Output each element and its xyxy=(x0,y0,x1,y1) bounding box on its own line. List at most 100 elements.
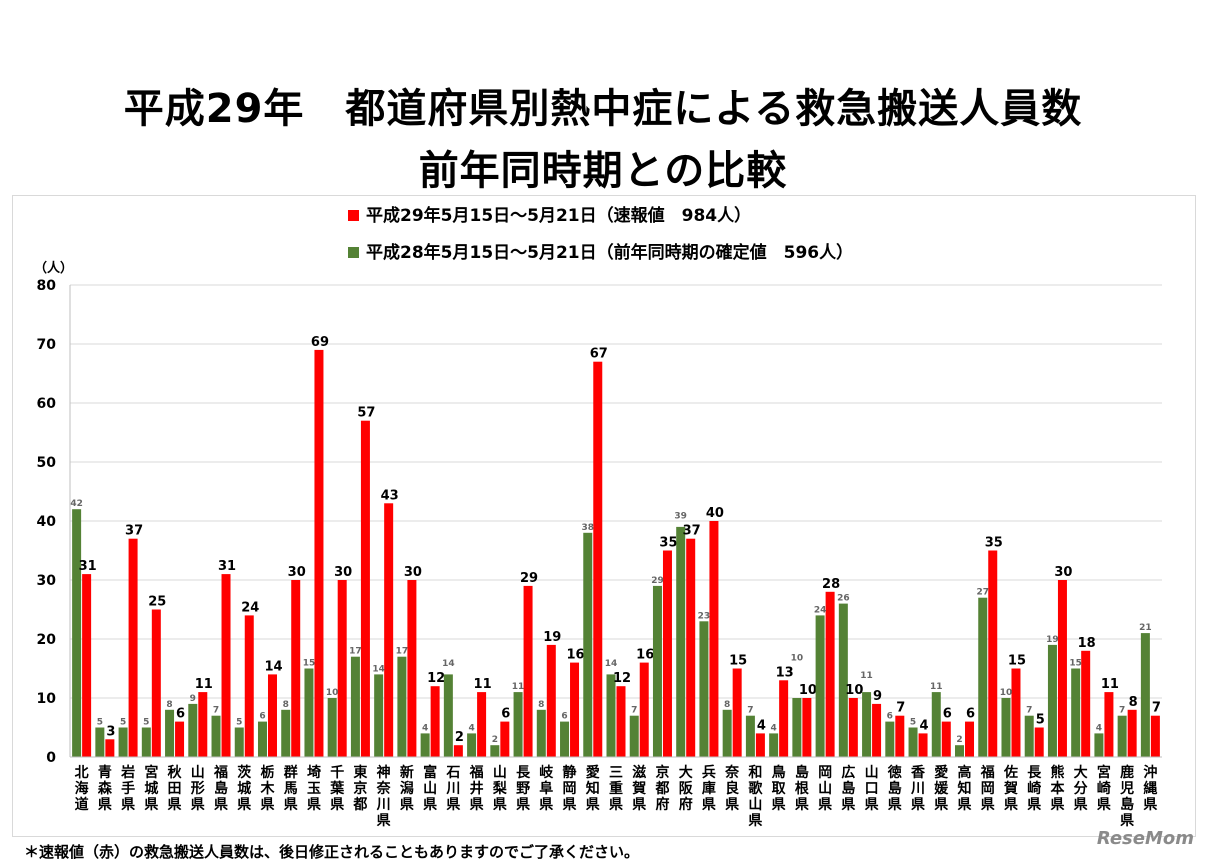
data-label-current: 31 xyxy=(218,559,236,574)
data-label-previous: 6 xyxy=(561,712,567,722)
bar-current xyxy=(523,585,533,757)
bar-current xyxy=(82,574,92,757)
bar-previous xyxy=(374,674,384,757)
chart-title-line2: 前年同時期との比較 xyxy=(418,148,788,194)
data-label-previous: 8 xyxy=(724,700,730,710)
bar-current xyxy=(1127,709,1137,757)
bar-current xyxy=(662,550,672,757)
bar-current xyxy=(314,349,324,757)
data-label-current: 4 xyxy=(757,718,766,733)
y-tick-label: 10 xyxy=(37,691,57,707)
bar-current xyxy=(384,503,394,757)
bar-previous xyxy=(699,621,709,757)
x-tick-label: 山口県 xyxy=(865,765,879,813)
data-label-previous: 10 xyxy=(326,688,339,698)
data-label-current: 4 xyxy=(920,718,929,733)
bar-current xyxy=(1104,692,1114,757)
x-tick-label: 鳥取県 xyxy=(772,764,787,813)
data-label-previous: 17 xyxy=(396,647,409,657)
bar-current xyxy=(988,550,998,757)
bar-previous xyxy=(188,703,198,757)
x-tick-label: 石川県 xyxy=(445,765,460,813)
data-label-previous: 21 xyxy=(1139,623,1152,633)
data-label-current: 8 xyxy=(1129,695,1138,710)
data-label-current: 30 xyxy=(288,565,306,580)
data-label-previous: 5 xyxy=(120,718,126,728)
data-label-previous: 9 xyxy=(190,694,196,704)
x-tick-label: 茨城県 xyxy=(237,764,251,813)
bar-previous xyxy=(1117,715,1127,757)
data-label-current: 10 xyxy=(799,683,817,698)
data-label-current: 40 xyxy=(706,506,724,521)
logo: ReseMom xyxy=(1096,828,1194,849)
data-label-current: 57 xyxy=(357,406,375,421)
bar-previous xyxy=(1024,715,1034,757)
y-tick-label: 40 xyxy=(37,514,57,530)
data-label-previous: 5 xyxy=(143,718,149,728)
x-tick-label: 大分県 xyxy=(1074,764,1088,813)
bar-current xyxy=(500,721,510,757)
chart-title-line1: 平成29年 都道府県別熱中症による救急搬送人員数 xyxy=(123,86,1083,132)
data-label-current: 30 xyxy=(1054,565,1072,580)
legend-label: 平成29年5月15日～5月21日（速報値 984人） xyxy=(366,205,751,226)
bar-current xyxy=(175,721,185,757)
bar-current xyxy=(872,703,882,757)
chart-frame xyxy=(12,195,1196,837)
bar-current xyxy=(1057,580,1067,757)
bar-current xyxy=(1150,715,1160,757)
bar-previous xyxy=(257,721,267,757)
data-label-previous: 17 xyxy=(349,647,362,657)
data-label-current: 69 xyxy=(311,335,329,350)
data-label-previous: 42 xyxy=(70,499,83,509)
data-label-current: 11 xyxy=(1101,677,1119,692)
bar-current xyxy=(848,698,858,757)
data-label-previous: 11 xyxy=(930,682,943,692)
data-label-previous: 6 xyxy=(259,712,265,722)
data-label-current: 67 xyxy=(590,347,608,362)
x-tick-label: 和歌山県 xyxy=(748,765,763,829)
x-tick-label: 東京都 xyxy=(352,764,367,813)
bar-current xyxy=(360,420,370,757)
x-tick-label: 静岡県 xyxy=(563,764,577,813)
x-tick-label: 神奈川県 xyxy=(376,764,392,829)
bar-previous xyxy=(862,692,872,757)
bar-previous xyxy=(745,715,755,757)
data-label-current: 14 xyxy=(264,659,282,674)
x-tick-label: 鹿児島県 xyxy=(1119,764,1134,829)
bar-current xyxy=(639,662,649,757)
bar-current xyxy=(686,538,696,757)
bar-current xyxy=(1011,668,1021,757)
footnote: ＊速報値（赤）の救急搬送人員数は、後日修正されることもありますのでご了承ください… xyxy=(24,843,640,861)
x-tick-label: 広島県 xyxy=(841,764,855,813)
bar-current xyxy=(128,538,138,757)
data-label-current: 3 xyxy=(106,724,115,739)
bar-previous xyxy=(327,698,337,757)
bar-current xyxy=(151,609,161,757)
data-label-current: 18 xyxy=(1078,636,1096,651)
data-label-current: 35 xyxy=(659,536,677,551)
bar-previous xyxy=(1047,644,1057,757)
bar-previous xyxy=(141,727,151,757)
data-label-previous: 7 xyxy=(747,706,753,716)
legend-swatch xyxy=(348,247,359,258)
data-label-previous: 5 xyxy=(97,718,103,728)
x-tick-label: 大阪府 xyxy=(679,764,694,813)
bar-previous xyxy=(931,692,941,757)
x-tick-label: 愛知県 xyxy=(586,764,600,813)
data-label-current: 6 xyxy=(966,707,975,722)
x-tick-label: 群馬県 xyxy=(283,764,298,813)
bar-previous xyxy=(560,721,570,757)
data-label-current: 37 xyxy=(683,524,701,539)
x-tick-label: 北海道 xyxy=(75,765,89,813)
bar-previous xyxy=(443,674,453,757)
data-label-previous: 10 xyxy=(791,653,804,663)
bar-previous xyxy=(420,733,430,757)
data-label-current: 6 xyxy=(943,707,952,722)
data-label-previous: 14 xyxy=(605,659,618,669)
bar-current xyxy=(337,580,347,757)
data-label-previous: 14 xyxy=(372,664,385,674)
data-label-current: 29 xyxy=(520,571,538,586)
legend-label: 平成28年5月15日～5月21日（前年同時期の確定値 596人） xyxy=(366,242,853,263)
bar-current xyxy=(105,739,115,757)
data-label-previous: 2 xyxy=(492,735,498,745)
